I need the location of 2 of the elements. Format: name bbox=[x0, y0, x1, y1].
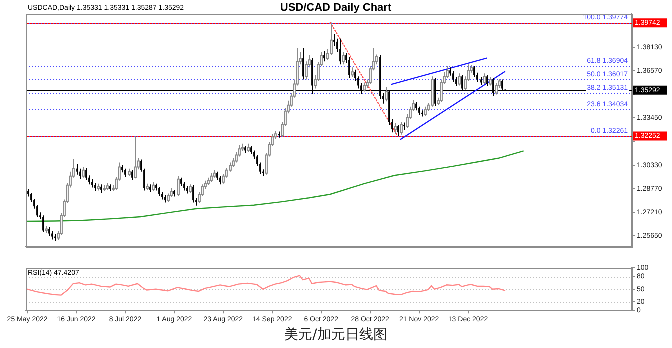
text: 美元/加元日线图 bbox=[284, 326, 388, 344]
chart-title: USD/CAD Daily Chart bbox=[280, 2, 392, 14]
